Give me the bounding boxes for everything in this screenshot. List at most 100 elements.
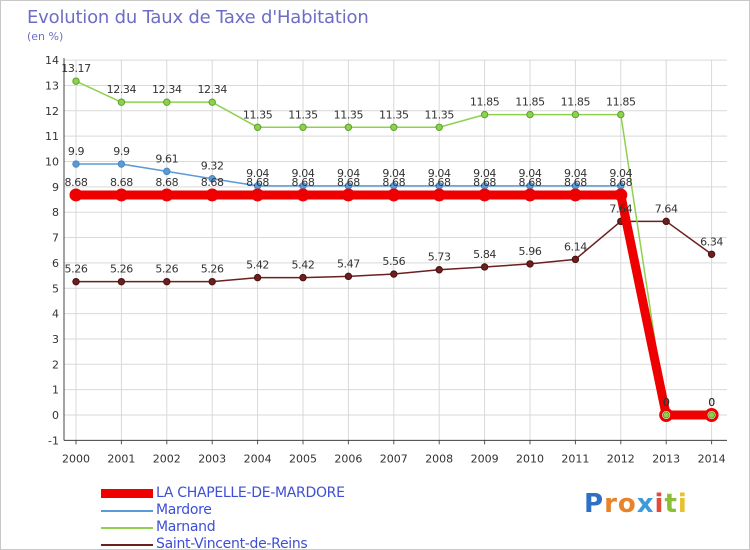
unit-label: (en %) (27, 30, 64, 43)
data-point-mardore (72, 160, 80, 168)
data-point-mardore (163, 167, 171, 176)
y-tick-label: 2 (52, 358, 59, 371)
data-label-marnand: 12.34 (152, 83, 182, 96)
data-point-la-chapelle-de-mardore (432, 188, 446, 202)
data-label-saint-vincent-de-reins: 5.56 (382, 255, 405, 268)
data-label-mardore: 9.04 (428, 167, 451, 180)
logo-letter: i (654, 489, 665, 519)
legend-swatch (101, 544, 153, 546)
data-point-la-chapelle-de-mardore (523, 188, 537, 202)
data-point-la-chapelle-de-mardore (568, 188, 582, 202)
data-point-marnand (299, 123, 307, 131)
data-label-marnand: 11.35 (243, 108, 273, 121)
legend-swatch (101, 527, 153, 529)
data-label-mardore: 0 (708, 396, 715, 409)
data-label-layer: 13.17 12.34 12.34 12.34 11.35 11.35 11.35 11.35… (61, 62, 724, 409)
data-point-la-chapelle-de-mardore (341, 188, 355, 202)
data-label-mardore: 9.04 (246, 167, 269, 180)
data-point-la-chapelle-de-mardore (478, 188, 492, 202)
data-label-mardore: 9.04 (292, 167, 315, 180)
data-label-saint-vincent-de-reins: 5.26 (110, 263, 133, 276)
x-tick-label: 2002 (153, 452, 181, 465)
logo-letter: t (664, 489, 678, 519)
data-label-la-chapelle-de-mardore: 8.68 (65, 176, 88, 189)
data-label-la-chapelle-de-mardore: 8.68 (473, 176, 496, 189)
data-point-mardore (208, 175, 216, 183)
x-tick-label: 2004 (244, 452, 272, 465)
data-label-la-chapelle-de-mardore: 8.68 (292, 176, 315, 189)
x-tick-label: 2010 (516, 452, 544, 465)
data-label-marnand: 11.35 (379, 108, 409, 121)
x-tick-label: 2008 (425, 452, 453, 465)
data-label-marnand: 12.34 (197, 83, 227, 96)
data-point-saint-vincent-de-reins (344, 272, 353, 281)
data-label-mardore: 9.04 (473, 167, 496, 180)
y-tick-label: -1 (48, 434, 59, 447)
data-label-mardore: 9.04 (519, 167, 542, 180)
data-label-mardore: 9.9 (113, 145, 130, 158)
y-tick-label: 6 (52, 257, 59, 270)
data-label-marnand: 13.17 (61, 62, 91, 75)
x-tick-label: 2006 (334, 452, 362, 465)
x-tick-label: 2005 (289, 452, 317, 465)
data-point-saint-vincent-de-reins (571, 255, 580, 264)
y-tick-label: 5 (52, 282, 59, 295)
data-label-saint-vincent-de-reins: 5.96 (519, 245, 542, 258)
data-point-saint-vincent-de-reins (390, 270, 398, 278)
data-point-la-chapelle-de-mardore (387, 188, 401, 202)
data-label-marnand: 11.85 (561, 96, 591, 109)
data-point-marnand (253, 123, 262, 131)
data-point-la-chapelle-de-mardore (614, 188, 628, 202)
data-label-saint-vincent-de-reins: 6.34 (700, 235, 723, 248)
x-tick-label: 2014 (698, 452, 726, 465)
data-point-saint-vincent-de-reins (299, 273, 307, 282)
data-point-marnand (117, 98, 126, 106)
data-point-marnand (163, 98, 171, 106)
data-label-la-chapelle-de-mardore: 8.68 (428, 176, 451, 189)
chart-title: Evolution du Taux de Taxe d'Habitation (27, 7, 369, 28)
data-label-mardore: 9.04 (609, 167, 632, 180)
y-tick-label: 14 (45, 54, 59, 67)
y-tick-label: 12 (45, 105, 59, 118)
data-label-la-chapelle-de-mardore: 8.68 (155, 176, 178, 189)
data-label-la-chapelle-de-mardore: 8.68 (519, 176, 542, 189)
data-label-saint-vincent-de-reins: 5.42 (292, 259, 315, 272)
data-point-marnand (526, 110, 534, 119)
y-tick-label: 9 (52, 181, 59, 194)
data-point-saint-vincent-de-reins (163, 277, 171, 286)
data-point-la-chapelle-de-mardore (296, 188, 310, 202)
y-tick-label: 4 (52, 308, 59, 321)
data-point-la-chapelle-de-mardore (205, 188, 219, 202)
data-label-marnand: 12.34 (107, 83, 137, 96)
data-point-la-chapelle-de-mardore (69, 188, 83, 202)
data-point-marnand (662, 411, 670, 419)
legend-label: LA CHAPELLE-DE-MARDORE (156, 485, 345, 501)
x-tick-label: 2001 (107, 452, 135, 465)
data-label-mardore: 9.04 (564, 167, 587, 180)
data-point-saint-vincent-de-reins (480, 263, 489, 271)
data-point-saint-vincent-de-reins (435, 266, 443, 274)
data-point-saint-vincent-de-reins (707, 250, 716, 258)
data-point-saint-vincent-de-reins (208, 277, 216, 286)
data-point-marnand (571, 110, 580, 119)
logo-letter: P (584, 489, 605, 519)
data-point-saint-vincent-de-reins (526, 260, 534, 268)
y-tick-label: 8 (52, 206, 59, 219)
data-label-la-chapelle-de-mardore: 8.68 (337, 176, 360, 189)
y-tick-label: 3 (52, 333, 59, 346)
data-label-la-chapelle-de-mardore: 0 (708, 396, 715, 409)
data-label-mardore: 9.9 (68, 145, 85, 158)
data-label-saint-vincent-de-reins: 5.47 (337, 257, 360, 270)
x-tick-label: 2009 (471, 452, 499, 465)
data-label-marnand: 11.35 (288, 108, 318, 121)
proxiti-logo: Proxiti (584, 489, 688, 519)
legend-swatch (101, 489, 153, 498)
logo-letter: r (604, 489, 618, 519)
data-point-marnand (617, 110, 625, 119)
data-label-la-chapelle-de-mardore: 8.68 (110, 176, 133, 189)
data-label-saint-vincent-de-reins: 7.64 (609, 202, 632, 215)
data-point-la-chapelle-de-mardore (251, 188, 265, 202)
